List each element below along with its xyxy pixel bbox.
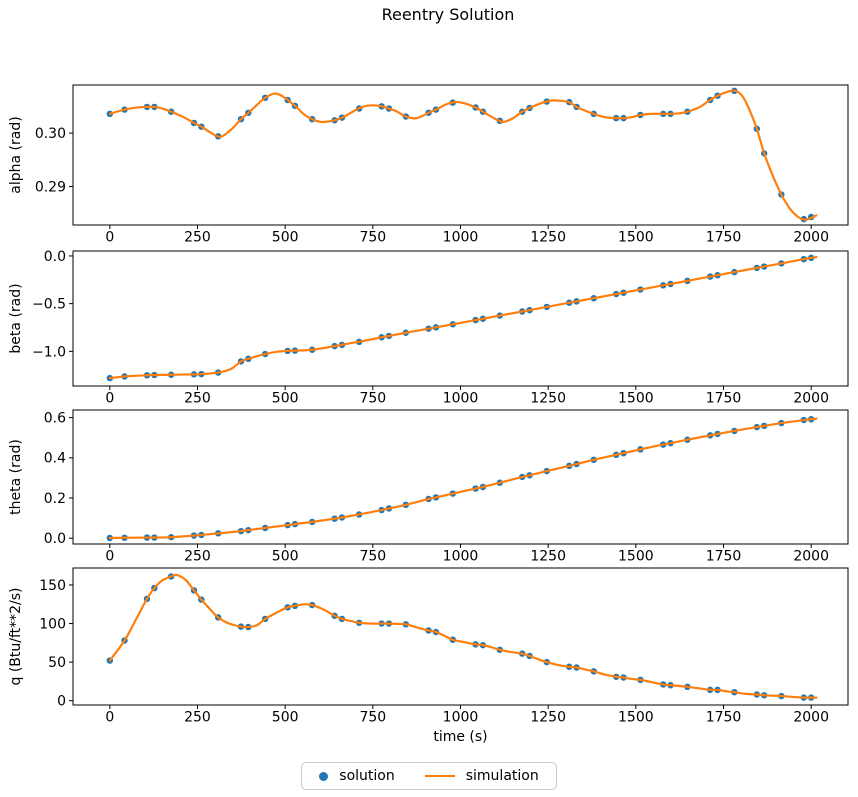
x-tick-label: 250 (184, 710, 211, 726)
x-tick-label: 1250 (530, 710, 566, 726)
legend: solution simulation (301, 762, 557, 790)
y-tick-label: 50 (48, 655, 66, 671)
x-tick-label: 1250 (530, 391, 566, 407)
x-tick-label: 2000 (793, 710, 829, 726)
simulation-line (108, 417, 818, 540)
axes-background (73, 85, 848, 225)
x-tick-label: 1000 (443, 391, 479, 407)
x-tick-label: 750 (359, 391, 386, 407)
x-tick-label: 1500 (618, 391, 654, 407)
x-tick-label: 1750 (706, 230, 742, 246)
figure-title: Reentry Solution (381, 5, 515, 24)
y-tick-label: 0.0 (44, 531, 66, 547)
x-tick-label: 1500 (618, 230, 654, 246)
x-tick-label: 2000 (793, 230, 829, 246)
x-tick-label: 1250 (530, 549, 566, 565)
x-tick-label: 1750 (706, 391, 742, 407)
x-tick-label: 500 (272, 230, 299, 246)
x-tick-label: 750 (359, 549, 386, 565)
solution-marker-icon (319, 771, 329, 781)
y-axis-label: q (Btu/ft**2/s) (8, 587, 24, 685)
x-tick-label: 2000 (793, 391, 829, 407)
y-tick-label: 0 (57, 694, 66, 710)
x-tick-label: 1000 (443, 710, 479, 726)
subplot-q: 0 250 500 750 1000 1250 1500 1750 2000 0 50 100 150 q… (8, 567, 849, 726)
axes-background (73, 568, 848, 705)
x-tick-label: 250 (184, 391, 211, 407)
plots-canvas: 0 250 500 750 1000 1250 1500 1750 20000.290.30al… (8, 84, 849, 726)
x-tick-label: 1500 (618, 710, 654, 726)
x-axis-label: time (s) (433, 729, 488, 745)
y-axis-label: beta (rad) (8, 283, 24, 353)
y-tick-label: 0.2 (44, 491, 66, 507)
x-tick-label: 500 (272, 549, 299, 565)
x-tick-label: 500 (272, 391, 299, 407)
y-axis-label: alpha (rad) (8, 116, 24, 193)
y-tick-label: 0.6 (44, 411, 66, 427)
y-tick-label: −1.0 (32, 344, 66, 360)
subplot-alpha: 0 250 500 750 1000 1250 1500 1750 2000 0.29 0.30 al… (8, 84, 849, 246)
x-tick-label: 0 (105, 710, 114, 726)
x-tick-label: 0 (105, 230, 114, 246)
legend-wrap: solution simulation (0, 762, 858, 790)
x-tick-label: 1500 (618, 549, 654, 565)
y-tick-label: 0.0 (44, 249, 66, 265)
x-tick-label: 0 (105, 549, 114, 565)
x-tick-label: 750 (359, 230, 386, 246)
x-tick-label: 1250 (530, 230, 566, 246)
y-tick-label: 0.4 (44, 451, 66, 467)
simulation-line-icon (424, 774, 455, 778)
y-axis-label: theta (rad) (8, 439, 24, 515)
y-tick-label: 0.30 (35, 126, 66, 142)
x-tick-label: 1000 (443, 549, 479, 565)
subplot-theta: 0 250 500 750 1000 1250 1500 1750 2000 0.0 0.2 0.4 0… (8, 409, 849, 565)
simulation-line (108, 573, 818, 699)
legend-item-solution: solution (319, 768, 395, 784)
x-tick-label: 1750 (706, 549, 742, 565)
simulation-line (108, 256, 818, 380)
x-tick-label: 750 (359, 710, 386, 726)
x-tick-label: 2000 (793, 549, 829, 565)
y-tick-label: 0.29 (35, 179, 66, 195)
x-tick-label: 1750 (706, 710, 742, 726)
legend-item-simulation: simulation (424, 768, 539, 784)
y-tick-label: −0.5 (32, 297, 66, 313)
subplot-beta: 0 250 500 750 1000 1250 1500 1750 2000 −1.0 −0.5 0.… (8, 249, 849, 407)
y-tick-label: 150 (39, 578, 66, 594)
x-tick-label: 1000 (443, 230, 479, 246)
simulation-line (108, 89, 818, 221)
x-tick-label: 250 (184, 549, 211, 565)
x-tick-label: 250 (184, 230, 211, 246)
x-tick-label: 500 (272, 710, 299, 726)
y-tick-label: 100 (39, 616, 66, 632)
legend-label-simulation: simulation (465, 768, 539, 784)
x-tick-label: 0 (105, 391, 114, 407)
legend-label-solution: solution (339, 768, 395, 784)
